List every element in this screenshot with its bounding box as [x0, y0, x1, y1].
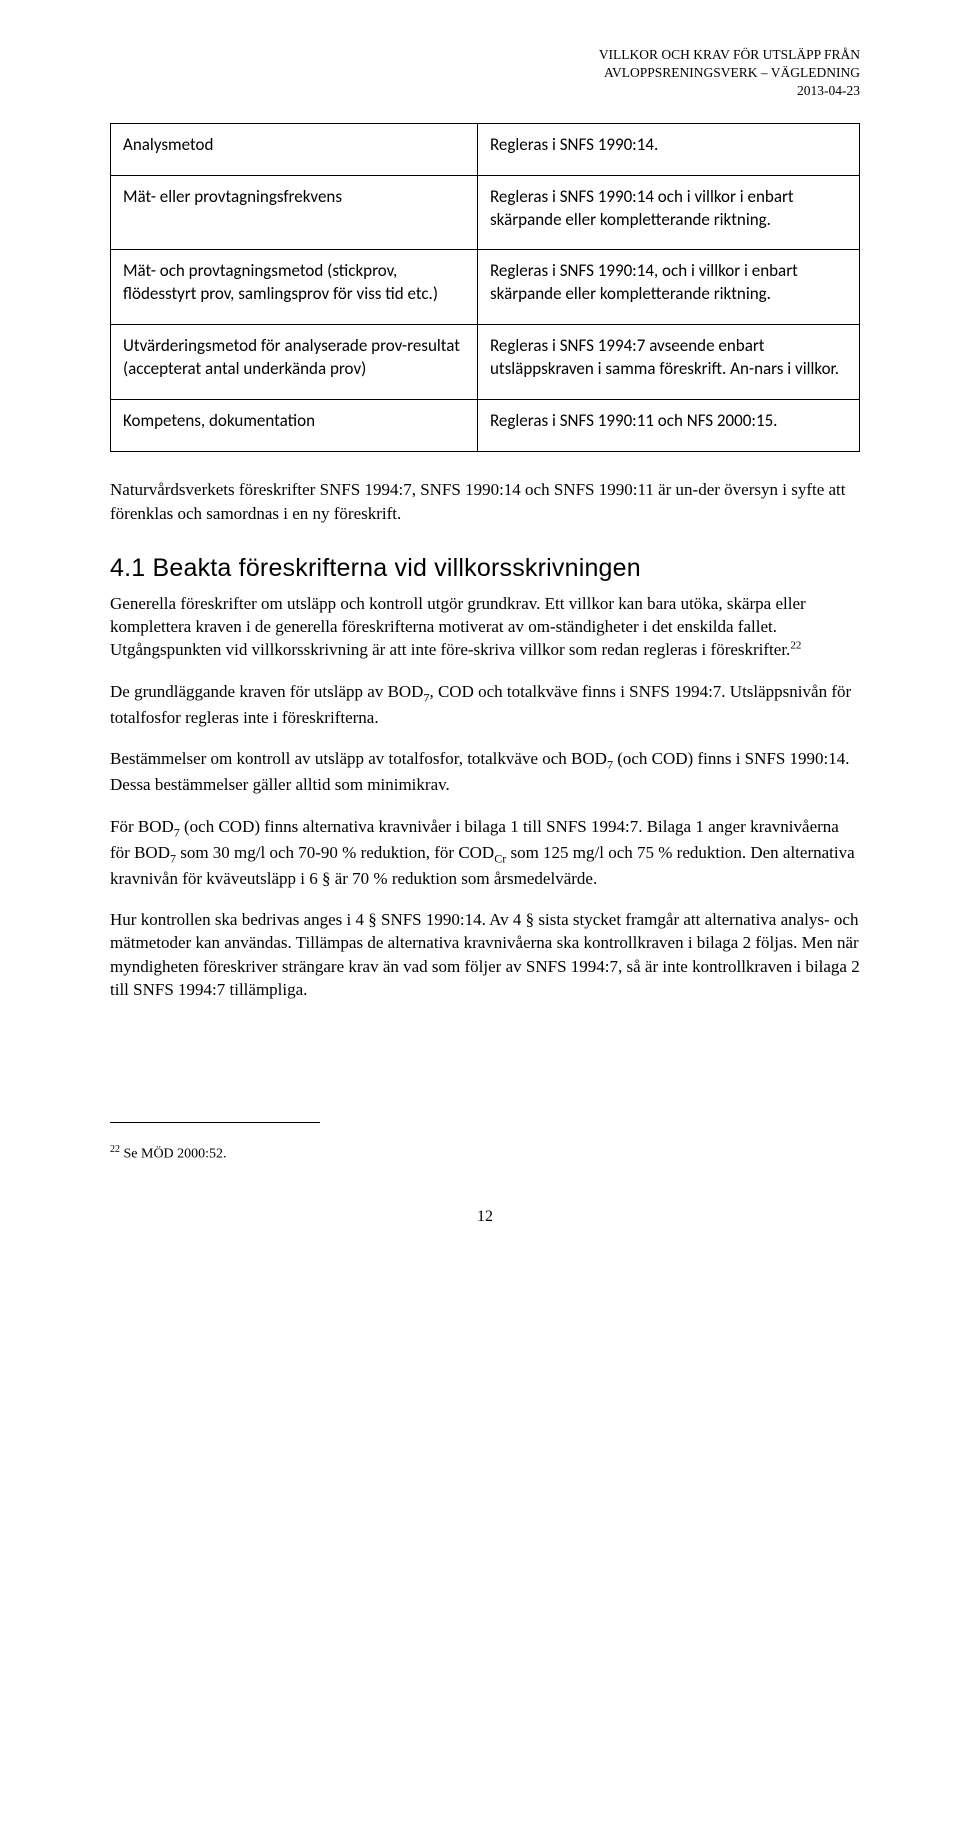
cell-left: Utvärderingsmetod för analyserade prov-r… — [111, 325, 478, 400]
paragraph: De grundläggande kraven för utsläpp av B… — [110, 680, 860, 729]
paragraph: För BOD7 (och COD) finns alternativa kra… — [110, 815, 860, 890]
cell-right: Regleras i SNFS 1990:14 och i villkor i … — [478, 175, 860, 250]
footnote-22: 22 Se MÖD 2000:52. — [110, 1143, 860, 1164]
paragraph: Bestämmelser om kontroll av utsläpp av t… — [110, 747, 860, 796]
paragraph: Generella föreskrifter om utsläpp och ko… — [110, 592, 860, 662]
header-line-2: AVLOPPSRENINGSVERK – VÄGLEDNING — [110, 64, 860, 82]
page-number: 12 — [110, 1206, 860, 1228]
subscript-cr: Cr — [494, 851, 506, 865]
footnote-number: 22 — [110, 1144, 120, 1155]
footnote-text: Se MÖD 2000:52. — [120, 1147, 227, 1162]
cell-left: Mät- och provtagningsmetod (stickprov, f… — [111, 250, 478, 325]
paragraph-text: För BOD — [110, 817, 174, 836]
header-line-3: 2013-04-23 — [110, 82, 860, 100]
cell-left: Analysmetod — [111, 123, 478, 175]
header-line-1: VILLKOR OCH KRAV FÖR UTSLÄPP FRÅN — [110, 46, 860, 64]
paragraph-text: Bestämmelser om kontroll av utsläpp av t… — [110, 749, 607, 768]
table-row: Mät- och provtagningsmetod (stickprov, f… — [111, 250, 860, 325]
cell-left: Kompetens, dokumentation — [111, 400, 478, 452]
paragraph-text: De grundläggande kraven för utsläpp av B… — [110, 682, 423, 701]
paragraph-text: som 30 mg/l och 70-90 % reduktion, för C… — [176, 843, 494, 862]
cell-right: Regleras i SNFS 1990:14. — [478, 123, 860, 175]
table-row: Mät- eller provtagningsfrekvens Regleras… — [111, 175, 860, 250]
page-header: VILLKOR OCH KRAV FÖR UTSLÄPP FRÅN AVLOPP… — [110, 46, 860, 101]
cell-left: Mät- eller provtagningsfrekvens — [111, 175, 478, 250]
section-4-1-heading: 4.1 Beakta föreskrifterna vid villkorssk… — [110, 551, 860, 586]
definitions-table: Analysmetod Regleras i SNFS 1990:14. Mät… — [110, 123, 860, 453]
table-row: Kompetens, dokumentation Regleras i SNFS… — [111, 400, 860, 452]
paragraph-text: Generella föreskrifter om utsläpp och ko… — [110, 594, 806, 660]
table-row: Analysmetod Regleras i SNFS 1990:14. — [111, 123, 860, 175]
footnote-ref-22: 22 — [790, 640, 801, 652]
cell-right: Regleras i SNFS 1990:14, och i villkor i… — [478, 250, 860, 325]
table-row: Utvärderingsmetod för analyserade prov-r… — [111, 325, 860, 400]
paragraph: Hur kontrollen ska bedrivas anges i 4 § … — [110, 908, 860, 1002]
intro-paragraph: Naturvårdsverkets föreskrifter SNFS 1994… — [110, 478, 860, 525]
cell-right: Regleras i SNFS 1994:7 avseende enbart u… — [478, 325, 860, 400]
footnote-separator — [110, 1122, 320, 1123]
cell-right: Regleras i SNFS 1990:11 och NFS 2000:15. — [478, 400, 860, 452]
